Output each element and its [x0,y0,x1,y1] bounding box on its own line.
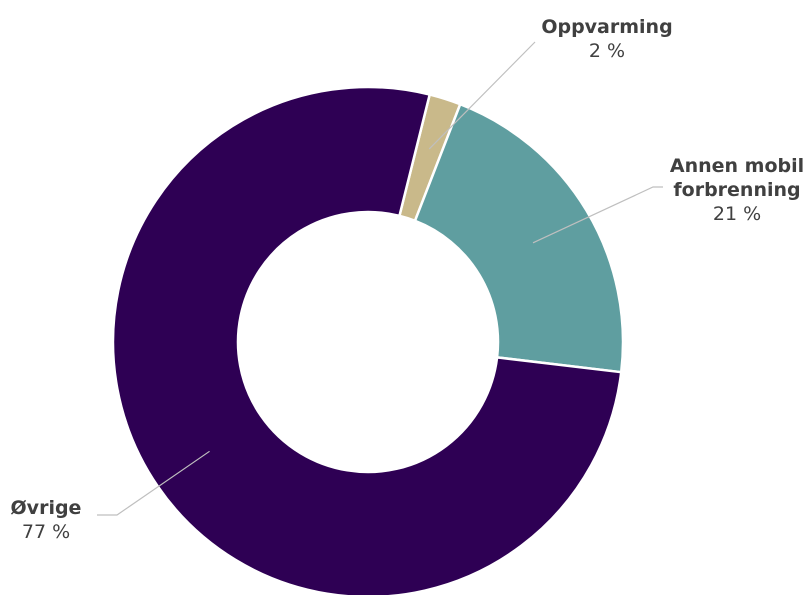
data-label: Oppvarming 2 % [541,16,672,62]
slices-group [111,85,625,595]
data-label: Annen mobil forbrenning 21 % [670,155,804,225]
leader-line [97,450,210,516]
data-label-name: Annen mobil [670,155,804,177]
slice-annen-mobil [413,102,625,374]
leader-line [428,41,536,150]
data-labels-group: Oppvarming 2 % Annen mobil forbrenning 21 % Ø… [11,16,805,543]
data-label-name: Oppvarming [541,16,672,38]
data-label-name: forbrenning [673,179,800,201]
leader-lines-group [97,41,663,516]
data-label: Øvrige 77 % [11,497,82,543]
data-label-value: 77 % [22,521,70,543]
data-label-value: 21 % [713,203,761,225]
slice-øvrige [111,85,623,595]
data-label-value: 2 % [589,40,625,62]
leader-line [532,186,663,244]
data-label-name: Øvrige [11,497,82,519]
